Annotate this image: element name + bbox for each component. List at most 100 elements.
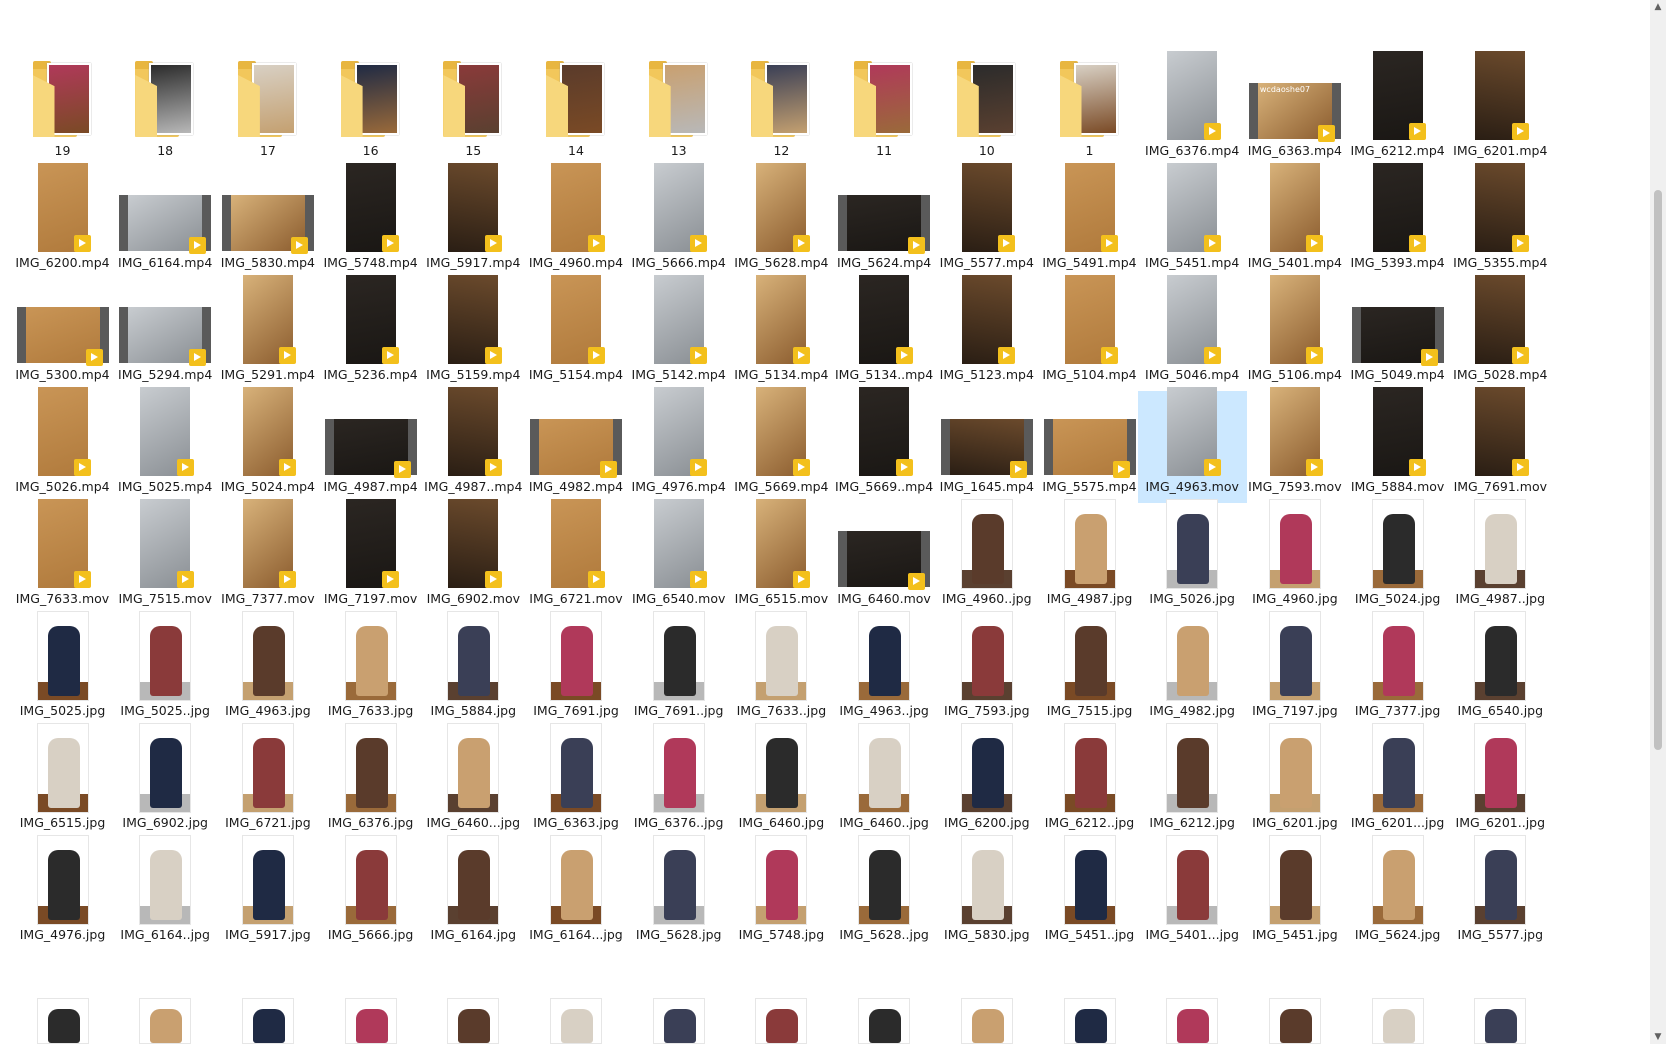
file-tile[interactable]: 28 (522, 0, 631, 55)
file-tile[interactable]: wcdaoshe07 IMG_6363.mp4 (1240, 55, 1349, 167)
photo-thumbnail[interactable] (36, 998, 89, 1044)
file-tile[interactable]: IMG_5628.jpg (624, 835, 733, 951)
file-tile[interactable]: IMG_5577.mp4 (932, 163, 1041, 279)
file-tile[interactable]: IMG_6376.jpg (316, 723, 425, 839)
file-tile[interactable]: IMG_6460...jpg (419, 723, 528, 839)
file-tile[interactable]: IMG_5025.jpg (8, 611, 117, 727)
file-tile[interactable]: IMG_5291.mp4 (213, 275, 322, 391)
file-tile[interactable]: 10 (932, 55, 1041, 167)
file-tile[interactable]: 19 (8, 55, 117, 167)
file-tile[interactable]: 25 (830, 0, 939, 55)
file-tile[interactable]: IMG_5917.jpg (213, 835, 322, 951)
file-tile[interactable]: IMG_6460..jpg (830, 723, 939, 839)
file-tile[interactable]: IMG_6902.jpg (111, 723, 220, 839)
file-tile[interactable]: IMG_7633..jpg (727, 611, 836, 727)
file-tile[interactable]: IMG_5884.jpg (419, 611, 528, 727)
photo-thumbnail[interactable] (652, 998, 705, 1044)
file-tile[interactable]: IMG_5024.mp4 (213, 387, 322, 503)
file-tile[interactable]: 20 (1343, 0, 1452, 55)
photo-thumbnail[interactable] (1371, 998, 1424, 1044)
file-tile[interactable]: IMG_5300.mp4 (8, 279, 117, 391)
file-tile[interactable]: IMG_6212..jpg (1035, 723, 1144, 839)
file-tile[interactable]: IMG_4987.jpg (1035, 499, 1144, 615)
file-tile[interactable]: IMG_4963.jpg (213, 611, 322, 727)
file-tile[interactable]: 1 (1035, 55, 1144, 167)
file-tile[interactable]: IMG_5628.mp4 (727, 163, 836, 279)
file-tile[interactable]: IMG_4960.jpg (1240, 499, 1349, 615)
file-tile[interactable]: IMG_1645.mp4 (932, 391, 1041, 503)
file-tile[interactable]: IMG_5830.mp4 (213, 167, 322, 279)
file-tile[interactable]: IMG_5393.mp4 (1343, 163, 1452, 279)
file-tile[interactable]: IMG_7515.mov (111, 499, 220, 615)
file-tile[interactable]: 11 (830, 55, 939, 167)
file-tile[interactable]: IMG_7515.jpg (1035, 611, 1144, 727)
file-tile[interactable]: IMG_6376.mp4 (1138, 51, 1247, 167)
file-tile[interactable]: IMG_6902.mov (419, 499, 528, 615)
photo-thumbnail[interactable] (241, 998, 294, 1044)
file-tile[interactable]: IMG_4976.mp4 (624, 387, 733, 503)
file-tile[interactable]: 32 (8, 0, 117, 55)
file-tile[interactable]: IMG_6376..jpg (624, 723, 733, 839)
file-tile[interactable]: IMG_5046.mp4 (1138, 275, 1247, 391)
file-tile[interactable]: 31 (111, 0, 220, 55)
file-tile[interactable]: IMG_6540.mov (624, 499, 733, 615)
file-tile[interactable]: IMG_5025.mp4 (111, 387, 220, 503)
file-tile[interactable]: IMG_6201.mp4 (1446, 51, 1555, 167)
file-tile[interactable]: 13 (624, 55, 733, 167)
file-tile[interactable]: IMG_5748.jpg (727, 835, 836, 951)
file-tile[interactable]: IMG_5830.jpg (932, 835, 1041, 951)
file-tile[interactable]: IMG_5666.jpg (316, 835, 425, 951)
file-tile[interactable]: IMG_6200.mp4 (8, 163, 117, 279)
scroll-up-icon[interactable]: ▲ (1654, 2, 1662, 12)
file-tile[interactable]: IMG_5025..jpg (111, 611, 220, 727)
file-tile[interactable]: IMG_7691..jpg (624, 611, 733, 727)
file-tile[interactable]: IMG_5451.mp4 (1138, 163, 1247, 279)
scroll-down-icon[interactable]: ▼ (1654, 1032, 1662, 1042)
file-tile[interactable]: IMG_6164...jpg (522, 835, 631, 951)
file-tile[interactable]: IMG_5049.mp4 (1343, 279, 1452, 391)
file-tile[interactable]: IMG_4982.mp4 (522, 391, 631, 503)
file-tile[interactable]: IMG_5628..jpg (830, 835, 939, 951)
photo-thumbnail[interactable] (344, 998, 397, 1044)
file-tile[interactable]: 16 (316, 55, 425, 167)
file-tile[interactable]: IMG_5451.jpg (1240, 835, 1349, 951)
photo-thumbnail[interactable] (858, 998, 911, 1044)
file-tile[interactable]: IMG_5024.jpg (1343, 499, 1452, 615)
photo-thumbnail[interactable] (1268, 998, 1321, 1044)
file-tile[interactable]: 18 (111, 55, 220, 167)
file-tile[interactable]: IMG_5624.mp4 (830, 167, 939, 279)
file-tile[interactable]: IMG_7633.jpg (316, 611, 425, 727)
file-tile[interactable]: 2 (1446, 0, 1555, 55)
photo-thumbnail[interactable] (1166, 998, 1219, 1044)
photo-thumbnail[interactable] (755, 998, 808, 1044)
photo-thumbnail[interactable] (550, 998, 602, 1044)
file-tile[interactable]: IMG_5748.mp4 (316, 163, 425, 279)
file-tile[interactable]: IMG_6212.mp4 (1343, 51, 1452, 167)
file-tile[interactable]: IMG_5401...jpg (1138, 835, 1247, 951)
file-tile[interactable]: IMG_5026.mp4 (8, 387, 117, 503)
file-tile[interactable]: IMG_5451..jpg (1035, 835, 1144, 951)
file-tile[interactable]: 26 (727, 0, 836, 55)
file-tile[interactable]: 12 (727, 55, 836, 167)
file-tile[interactable]: IMG_6164..jpg (111, 835, 220, 951)
file-tile[interactable]: IMG_5134.mp4 (727, 275, 836, 391)
file-tile[interactable]: IMG_5401.mp4 (1240, 163, 1349, 279)
file-tile[interactable]: IMG_5123.mp4 (932, 275, 1041, 391)
file-tile[interactable]: IMG_5026.jpg (1138, 499, 1247, 615)
file-tile[interactable]: IMG_5666.mp4 (624, 163, 733, 279)
file-tile[interactable]: IMG_4982.jpg (1138, 611, 1247, 727)
file-tile[interactable]: IMG_5624.jpg (1343, 835, 1452, 951)
file-tile[interactable]: 23 (1035, 0, 1144, 55)
file-tile[interactable]: IMG_4963.mov (1137, 387, 1247, 503)
file-tile[interactable]: IMG_6212.jpg (1138, 723, 1247, 839)
file-tile[interactable]: IMG_7197.mov (316, 499, 425, 615)
file-tile[interactable]: IMG_4960.mp4 (522, 163, 631, 279)
file-tile[interactable]: IMG_6515.mov (727, 499, 836, 615)
file-tile[interactable]: IMG_5577.jpg (1446, 835, 1555, 951)
file-tile[interactable]: IMG_4987..jpg (1446, 499, 1555, 615)
file-tile[interactable]: IMG_6721.mov (522, 499, 631, 615)
file-tile[interactable]: IMG_7197.jpg (1240, 611, 1349, 727)
file-tile[interactable]: IMG_5575.mp4 (1035, 391, 1144, 503)
file-tile[interactable]: 24 (932, 0, 1041, 55)
file-tile[interactable]: IMG_7377.mov (213, 499, 322, 615)
